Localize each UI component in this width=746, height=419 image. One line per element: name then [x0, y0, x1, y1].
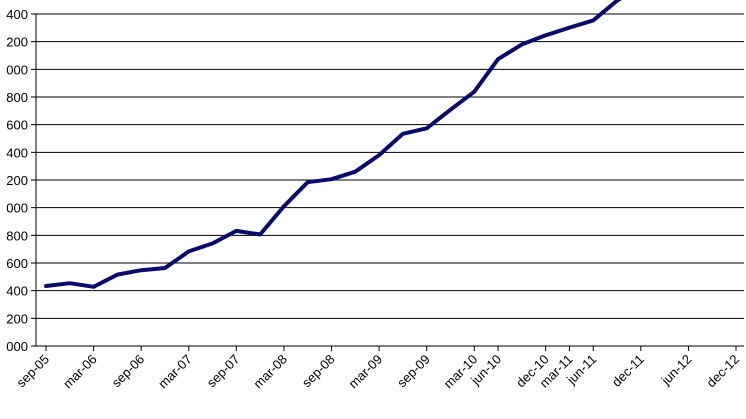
- y-tick-label: 200: [6, 35, 28, 50]
- x-tick-label: mar-06: [60, 352, 100, 392]
- y-tick-label: 400: [6, 7, 28, 22]
- x-tick-label: sep-08: [299, 352, 338, 391]
- y-tick-label: 200: [6, 311, 28, 326]
- x-tick-label: mar-07: [155, 352, 195, 392]
- x-tick-label: dec-11: [609, 352, 647, 390]
- y-tick-label: 400: [6, 145, 28, 160]
- y-tick-label: 600: [6, 118, 28, 133]
- series-line: [44, 0, 622, 289]
- x-tick-label: jun-12: [658, 352, 695, 389]
- y-tick-label: 000: [6, 201, 28, 216]
- grid-lines: [36, 13, 744, 347]
- x-tick-label: mar-08: [250, 352, 290, 392]
- y-tick-label: 200: [6, 173, 28, 188]
- x-tick-label: sep-05: [13, 352, 52, 391]
- x-tick-label: sep-07: [204, 352, 243, 391]
- y-tick-label: 000: [6, 62, 28, 77]
- x-tick-label: sep-06: [109, 352, 148, 391]
- y-tick-label: 600: [6, 256, 28, 271]
- y-tick-label: 000: [6, 339, 28, 354]
- x-tick-label: mar-09: [345, 352, 385, 392]
- y-tick-label: 400: [6, 284, 28, 299]
- x-axis-ticks: sep-05 mar-06 sep-06 mar-07 sep-07 mar-08 sep-…: [13, 346, 742, 391]
- y-tick-label: 800: [6, 90, 28, 105]
- y-axis-ticks: 400 200 000 800 600 400 200 000 800 600 400 200 000: [6, 7, 37, 354]
- x-tick-label: dec-12: [703, 352, 742, 391]
- x-tick-label: sep-09: [394, 352, 433, 391]
- y-tick-label: 800: [6, 228, 28, 243]
